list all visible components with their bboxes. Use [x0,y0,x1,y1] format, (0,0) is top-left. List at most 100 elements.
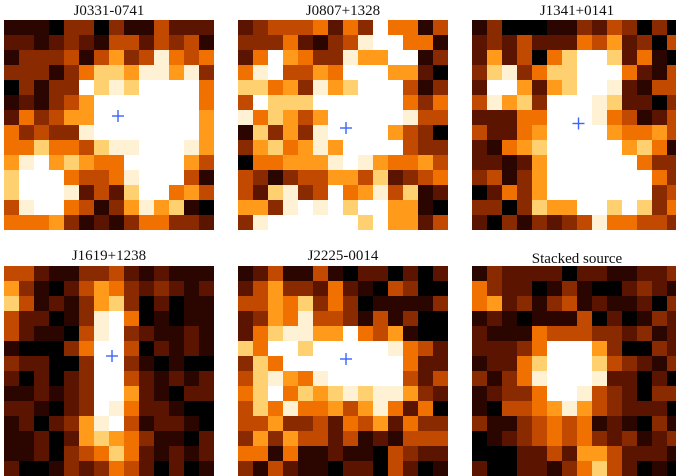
pixel-cell [19,110,34,125]
pixel-cell [268,401,283,416]
pixel-cell [373,50,388,65]
pixel-cell [298,80,313,95]
pixel-cell [124,266,139,281]
pixel-cell [64,281,79,296]
pixel-cell [472,80,487,95]
pixel-cell [562,431,577,446]
pixel-cell [547,386,562,401]
pixel-cell [253,35,268,50]
pixel-cell [64,431,79,446]
pixel-cell [109,401,124,416]
pixel-cell [313,185,328,200]
pixel-cell [433,35,448,50]
pixel-cell [532,185,547,200]
pixel-cell [592,266,607,281]
pixel-cell [622,110,637,125]
pixel-cell [283,416,298,431]
pixel-cell [313,65,328,80]
pixel-cell [343,80,358,95]
pixel-cell [592,461,607,476]
pixel-cell [472,281,487,296]
pixel-cell [109,431,124,446]
pixel-cell [184,296,199,311]
pixel-cell [139,266,154,281]
pixel-cell [517,386,532,401]
pixel-cell [562,95,577,110]
pixel-cell [328,431,343,446]
pixel-cell [34,386,49,401]
pixel-cell [418,110,433,125]
pixel-cell [343,125,358,140]
pixel-cell [502,311,517,326]
pixel-cell [418,371,433,386]
pixel-cell [94,296,109,311]
pixel-cell [199,125,214,140]
pixel-cell [19,65,34,80]
pixel-cell [94,371,109,386]
pixel-cell [592,386,607,401]
pixel-cell [502,65,517,80]
pixel-cell [388,95,403,110]
pixel-cell [238,140,253,155]
pixel-cell [169,371,184,386]
pixel-cell [124,110,139,125]
pixel-cell [343,215,358,230]
pixel-cell [607,266,622,281]
pixel-cell [169,35,184,50]
pixel-cell [373,215,388,230]
pixel-cell [487,461,502,476]
pixel-cell [298,140,313,155]
pixel-cell [517,185,532,200]
pixel-cell [4,20,19,35]
pixel-cell [622,461,637,476]
pixel-cell [373,140,388,155]
pixel-cell [34,65,49,80]
pixel-cell [64,20,79,35]
pixel-cell [487,65,502,80]
pixel-cell [94,110,109,125]
pixel-cell [238,311,253,326]
pixel-cell [4,386,19,401]
pixel-cell [577,185,592,200]
pixel-cell [184,356,199,371]
pixel-cell [184,35,199,50]
pixel-cell [418,311,433,326]
pixel-cell [184,125,199,140]
pixel-cell [388,401,403,416]
pixel-cell [109,311,124,326]
pixel-cell [64,296,79,311]
pixel-cell [403,431,418,446]
pixel-cell [19,416,34,431]
pixel-cell [622,281,637,296]
pixel-cell [109,416,124,431]
panel-title: Stacked source [531,251,623,267]
pixel-cell [298,35,313,50]
pixel-cell [403,140,418,155]
pixel-cell [169,185,184,200]
pixel-cell [4,431,19,446]
pixel-cell [562,311,577,326]
pixel-cell [667,170,676,185]
pixel-cell [298,110,313,125]
pixel-cell [562,170,577,185]
pixel-cell [268,356,283,371]
pixel-cell [139,446,154,461]
pixel-cell [418,341,433,356]
pixel-cell [433,416,448,431]
pixel-cell [268,50,283,65]
pixel-cell [592,35,607,50]
pixel-cell [328,140,343,155]
pixel-cell [199,185,214,200]
pixel-cell [577,431,592,446]
pixel-cell [184,386,199,401]
plus-marker-icon [340,353,352,365]
pixel-cell [238,35,253,50]
pixel-cell [298,386,313,401]
pixel-cell [139,125,154,140]
pixel-cell [283,281,298,296]
pixel-cell [667,311,676,326]
pixel-cell [154,215,169,230]
pixel-cell [388,200,403,215]
pixel-cell [433,296,448,311]
pixel-cell [532,401,547,416]
